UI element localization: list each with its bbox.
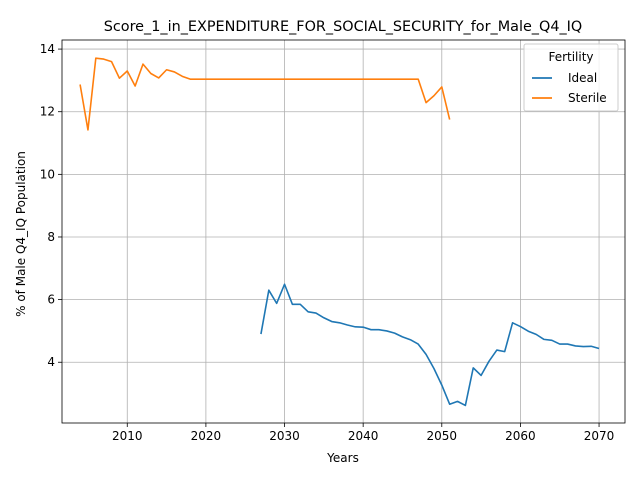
x-tick-label: 2050 bbox=[427, 429, 458, 443]
series-lines bbox=[79, 57, 600, 407]
legend-title: Fertility bbox=[548, 50, 593, 64]
x-tick-label: 2020 bbox=[191, 429, 222, 443]
x-tick-label: 2070 bbox=[584, 429, 615, 443]
x-axis-ticks: 2010 2020 2030 2040 2050 2060 2070 bbox=[112, 423, 614, 443]
series-line-ideal bbox=[260, 283, 600, 407]
chart-title: Score_1_in_EXPENDITURE_FOR_SOCIAL_SECURI… bbox=[104, 19, 583, 35]
legend-box bbox=[523, 43, 619, 112]
x-tick-label: 2060 bbox=[505, 429, 536, 443]
series-line-sterile bbox=[79, 57, 451, 131]
plot-frame bbox=[61, 39, 626, 424]
y-axis-ticks: 4 6 8 10 12 14 bbox=[40, 42, 62, 369]
y-tick-label: 12 bbox=[40, 105, 55, 119]
legend-label-ideal: Ideal bbox=[568, 71, 597, 85]
y-tick-label: 8 bbox=[47, 230, 55, 244]
x-axis-label: Years bbox=[326, 451, 359, 465]
y-tick-label: 14 bbox=[40, 42, 55, 56]
x-tick-label: 2010 bbox=[112, 429, 143, 443]
y-axis-label: % of Male Q4_IQ Population bbox=[14, 151, 28, 317]
y-tick-label: 10 bbox=[40, 167, 55, 181]
legend: Fertility Ideal Sterile bbox=[523, 43, 619, 112]
y-tick-label: 6 bbox=[47, 293, 55, 307]
legend-label-sterile: Sterile bbox=[568, 91, 607, 105]
x-tick-label: 2030 bbox=[269, 429, 300, 443]
x-tick-label: 2040 bbox=[348, 429, 379, 443]
y-tick-label: 4 bbox=[47, 355, 55, 369]
